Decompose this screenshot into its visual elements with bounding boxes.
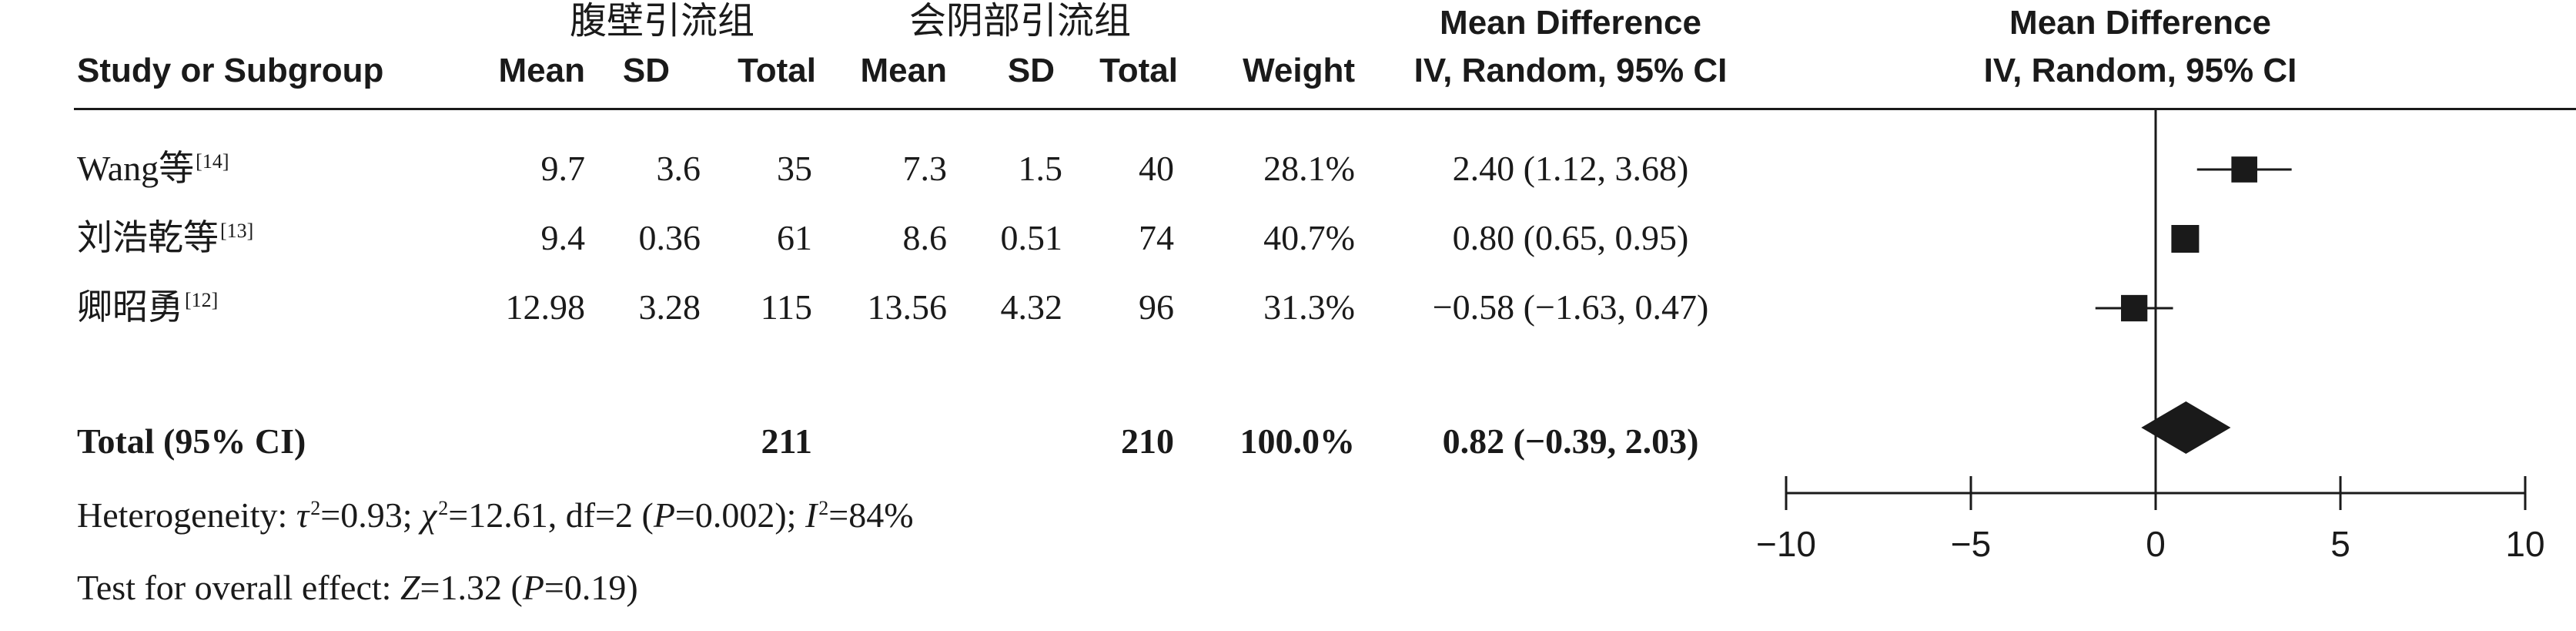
z-symbol: Z xyxy=(400,568,420,607)
study-name-text: 刘浩乾等 xyxy=(77,218,219,257)
ci-cell: 0.80 (0.65, 0.95) xyxy=(1452,218,1689,257)
study-name: 刘浩乾等[13] xyxy=(77,220,253,256)
total1-header: Total xyxy=(738,52,816,89)
z-value: =1.32 ( xyxy=(420,568,523,607)
p-symbol: P xyxy=(522,568,544,607)
mean2-cell: 13.56 xyxy=(867,287,948,327)
heterogeneity-text: Heterogeneity: τ2=0.93; χ2=12.61, df=2 (… xyxy=(77,498,914,533)
total-weight: 100.0% xyxy=(1239,421,1356,461)
heterogeneity-prefix: Heterogeneity: xyxy=(77,495,296,535)
total-label: Total (95% CI) xyxy=(77,421,306,461)
total2-sum: 210 xyxy=(1121,421,1174,461)
x-tick-label: 10 xyxy=(2505,524,2544,562)
sd2-cell: 1.5 xyxy=(1018,149,1063,188)
weight-cell: 28.1% xyxy=(1263,149,1355,188)
x-tick-label: 5 xyxy=(2330,524,2350,562)
plot-title: Mean Difference xyxy=(2009,4,2271,42)
sd2-header: SD xyxy=(1007,52,1055,89)
mean2-header: Mean xyxy=(860,52,947,89)
tau-value: =0.93; xyxy=(320,495,422,535)
md-column-method: IV, Random, 95% CI xyxy=(1413,52,1728,89)
total2-cell: 74 xyxy=(1139,218,1174,257)
study-reference: [12] xyxy=(185,289,219,312)
mean1-cell: 9.7 xyxy=(540,149,586,188)
tau-exponent: 2 xyxy=(310,497,321,520)
mean1-cell: 12.98 xyxy=(505,287,586,327)
chi-symbol: χ xyxy=(421,495,437,535)
study-reference: [14] xyxy=(196,150,229,173)
weight-header: Weight xyxy=(1243,52,1355,89)
study-name: 卿昭勇[12] xyxy=(77,290,218,325)
plot-method: IV, Random, 95% CI xyxy=(1983,52,2297,89)
weight-cell: 40.7% xyxy=(1263,218,1355,257)
mean1-header: Mean xyxy=(498,52,585,89)
mean2-cell: 7.3 xyxy=(902,149,948,188)
study-point-square xyxy=(2231,156,2258,183)
total1-sum: 211 xyxy=(761,421,812,461)
i-value: =84% xyxy=(828,495,914,535)
p-value: =0.19) xyxy=(544,568,638,607)
overall-effect-prefix: Test for overall effect: xyxy=(77,568,400,607)
total2-cell: 96 xyxy=(1139,287,1174,327)
ci-cell: −0.58 (−1.63, 0.47) xyxy=(1432,287,1709,327)
tau-symbol: τ xyxy=(296,495,309,535)
group2-header: 会阴部引流组 xyxy=(908,1,1131,42)
study-point-square xyxy=(2121,294,2148,322)
weight-cell: 31.3% xyxy=(1263,287,1355,327)
total-ci: 0.82 (−0.39, 2.03) xyxy=(1442,421,1699,461)
i-symbol: I xyxy=(805,495,818,535)
chi-exponent: 2 xyxy=(438,497,449,520)
md-column-title: Mean Difference xyxy=(1440,4,1701,42)
sd1-cell: 0.36 xyxy=(638,218,701,257)
p-value: =0.002); xyxy=(674,495,805,535)
total1-cell: 61 xyxy=(777,218,812,257)
sd2-cell: 4.32 xyxy=(1000,287,1063,327)
mean1-cell: 9.4 xyxy=(540,218,586,257)
overall-effect-text: Test for overall effect: Z=1.32 (P=0.19) xyxy=(77,570,638,606)
chi-value: =12.61, df=2 ( xyxy=(448,495,654,535)
mean2-cell: 8.6 xyxy=(902,218,948,257)
sd1-cell: 3.6 xyxy=(656,149,701,188)
x-tick-label: −10 xyxy=(1756,524,1816,562)
sd2-cell: 0.51 xyxy=(1000,218,1063,257)
study-name-text: Wang等 xyxy=(77,149,195,188)
study-name: Wang等[14] xyxy=(77,151,229,186)
pooled-diamond xyxy=(2141,401,2231,454)
header-rule xyxy=(74,108,2576,110)
forest-plot: −10−50510利于腹壁引流组利于会阴部引流组 xyxy=(1756,108,2545,562)
i-exponent: 2 xyxy=(818,497,829,520)
x-tick-label: −5 xyxy=(1951,524,1991,562)
study-name-text: 卿昭勇 xyxy=(77,287,183,327)
sd1-header: SD xyxy=(622,52,670,89)
ci-cell: 2.40 (1.12, 3.68) xyxy=(1452,149,1689,188)
p-symbol: P xyxy=(653,495,675,535)
study-point-square xyxy=(2171,225,2200,253)
group1-header: 腹壁引流组 xyxy=(569,1,754,42)
total2-cell: 40 xyxy=(1139,149,1174,188)
study-reference: [13] xyxy=(220,220,254,243)
total1-cell: 35 xyxy=(777,149,812,188)
total1-cell: 115 xyxy=(760,287,812,327)
total2-header: Total xyxy=(1099,52,1178,89)
x-tick-label: 0 xyxy=(2146,524,2166,562)
study-column-header: Study or Subgroup xyxy=(77,52,384,89)
sd1-cell: 3.28 xyxy=(638,287,701,327)
